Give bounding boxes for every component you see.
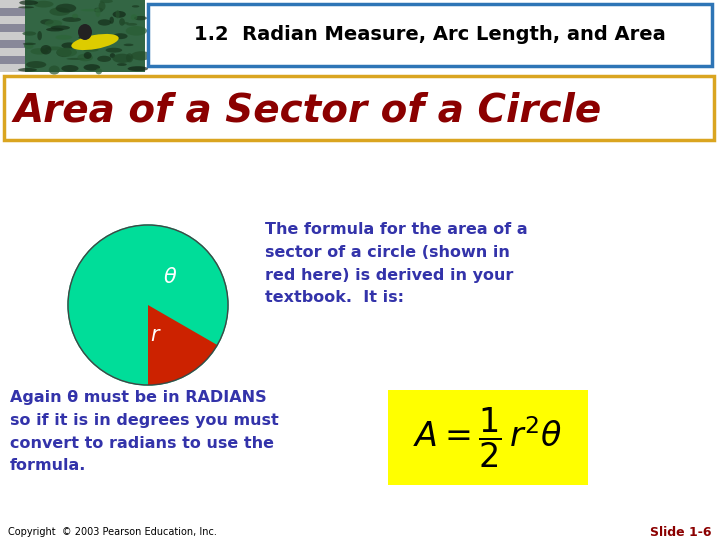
Ellipse shape bbox=[61, 65, 78, 72]
Wedge shape bbox=[148, 305, 217, 385]
Ellipse shape bbox=[131, 14, 138, 20]
Circle shape bbox=[68, 225, 228, 385]
Text: Area of a Sector of a Circle: Area of a Sector of a Circle bbox=[14, 91, 602, 129]
Ellipse shape bbox=[57, 48, 77, 57]
Ellipse shape bbox=[106, 48, 122, 52]
Ellipse shape bbox=[22, 31, 36, 36]
Ellipse shape bbox=[112, 53, 132, 63]
Bar bbox=[0, 0, 25, 8]
Ellipse shape bbox=[24, 43, 34, 49]
Bar bbox=[0, 56, 25, 64]
Bar bbox=[0, 64, 25, 72]
Ellipse shape bbox=[126, 53, 133, 63]
Ellipse shape bbox=[71, 34, 119, 50]
Ellipse shape bbox=[40, 19, 54, 25]
Ellipse shape bbox=[62, 17, 81, 22]
Text: Again θ must be in RADIANS
so if it is in degrees you must
convert to radians to: Again θ must be in RADIANS so if it is i… bbox=[10, 390, 279, 474]
FancyBboxPatch shape bbox=[4, 76, 714, 140]
Ellipse shape bbox=[96, 68, 102, 75]
Ellipse shape bbox=[23, 43, 36, 45]
Ellipse shape bbox=[119, 18, 125, 26]
Ellipse shape bbox=[46, 28, 63, 31]
Text: Slide 1-6: Slide 1-6 bbox=[650, 525, 712, 538]
Ellipse shape bbox=[124, 44, 133, 46]
Text: The formula for the area of a
sector of a circle (shown in
red here) is derived : The formula for the area of a sector of … bbox=[265, 222, 528, 306]
Ellipse shape bbox=[116, 10, 120, 18]
FancyBboxPatch shape bbox=[388, 390, 588, 485]
Ellipse shape bbox=[97, 56, 111, 62]
Ellipse shape bbox=[99, 2, 106, 11]
Ellipse shape bbox=[40, 45, 51, 55]
Ellipse shape bbox=[49, 65, 60, 75]
Text: $r$: $r$ bbox=[150, 325, 162, 345]
Bar bbox=[0, 48, 25, 56]
Ellipse shape bbox=[50, 8, 70, 16]
Ellipse shape bbox=[55, 35, 72, 40]
Text: 1.2  Radian Measure, Arc Length, and Area: 1.2 Radian Measure, Arc Length, and Area bbox=[194, 25, 666, 44]
Bar bbox=[25, 0, 145, 72]
Ellipse shape bbox=[132, 5, 140, 8]
Ellipse shape bbox=[37, 31, 42, 40]
Ellipse shape bbox=[19, 0, 38, 5]
FancyBboxPatch shape bbox=[148, 4, 712, 66]
Ellipse shape bbox=[110, 53, 115, 58]
Ellipse shape bbox=[127, 23, 138, 26]
Ellipse shape bbox=[126, 26, 147, 36]
Ellipse shape bbox=[45, 46, 63, 50]
Ellipse shape bbox=[61, 42, 77, 49]
Bar bbox=[0, 16, 25, 24]
Ellipse shape bbox=[134, 16, 147, 21]
Ellipse shape bbox=[45, 20, 62, 27]
Ellipse shape bbox=[127, 66, 148, 71]
Ellipse shape bbox=[77, 53, 93, 61]
Ellipse shape bbox=[109, 17, 114, 24]
Bar bbox=[0, 8, 25, 16]
Ellipse shape bbox=[34, 1, 53, 8]
Ellipse shape bbox=[18, 6, 34, 8]
Text: $\theta$: $\theta$ bbox=[163, 267, 177, 287]
Ellipse shape bbox=[30, 48, 48, 55]
Ellipse shape bbox=[83, 48, 99, 52]
Bar bbox=[0, 24, 25, 32]
Ellipse shape bbox=[84, 52, 91, 59]
Bar bbox=[0, 32, 25, 40]
Ellipse shape bbox=[98, 19, 111, 25]
Ellipse shape bbox=[94, 8, 103, 12]
Ellipse shape bbox=[50, 25, 70, 30]
Bar bbox=[0, 40, 25, 48]
Ellipse shape bbox=[72, 14, 78, 18]
Ellipse shape bbox=[81, 9, 99, 11]
Ellipse shape bbox=[131, 51, 152, 60]
Ellipse shape bbox=[78, 37, 90, 39]
Ellipse shape bbox=[66, 58, 86, 60]
Ellipse shape bbox=[122, 22, 129, 24]
Ellipse shape bbox=[117, 63, 127, 66]
Text: $A = \dfrac{1}{2}\,r^2\theta$: $A = \dfrac{1}{2}\,r^2\theta$ bbox=[413, 406, 562, 470]
Ellipse shape bbox=[84, 64, 100, 71]
Ellipse shape bbox=[55, 4, 76, 12]
Ellipse shape bbox=[26, 61, 46, 68]
Ellipse shape bbox=[95, 8, 101, 17]
Ellipse shape bbox=[56, 48, 72, 57]
Ellipse shape bbox=[112, 11, 126, 18]
Ellipse shape bbox=[99, 0, 113, 3]
Ellipse shape bbox=[78, 24, 92, 40]
Text: Copyright  © 2003 Pearson Education, Inc.: Copyright © 2003 Pearson Education, Inc. bbox=[8, 527, 217, 537]
Ellipse shape bbox=[18, 68, 37, 72]
Ellipse shape bbox=[113, 33, 127, 39]
Ellipse shape bbox=[101, 38, 107, 43]
